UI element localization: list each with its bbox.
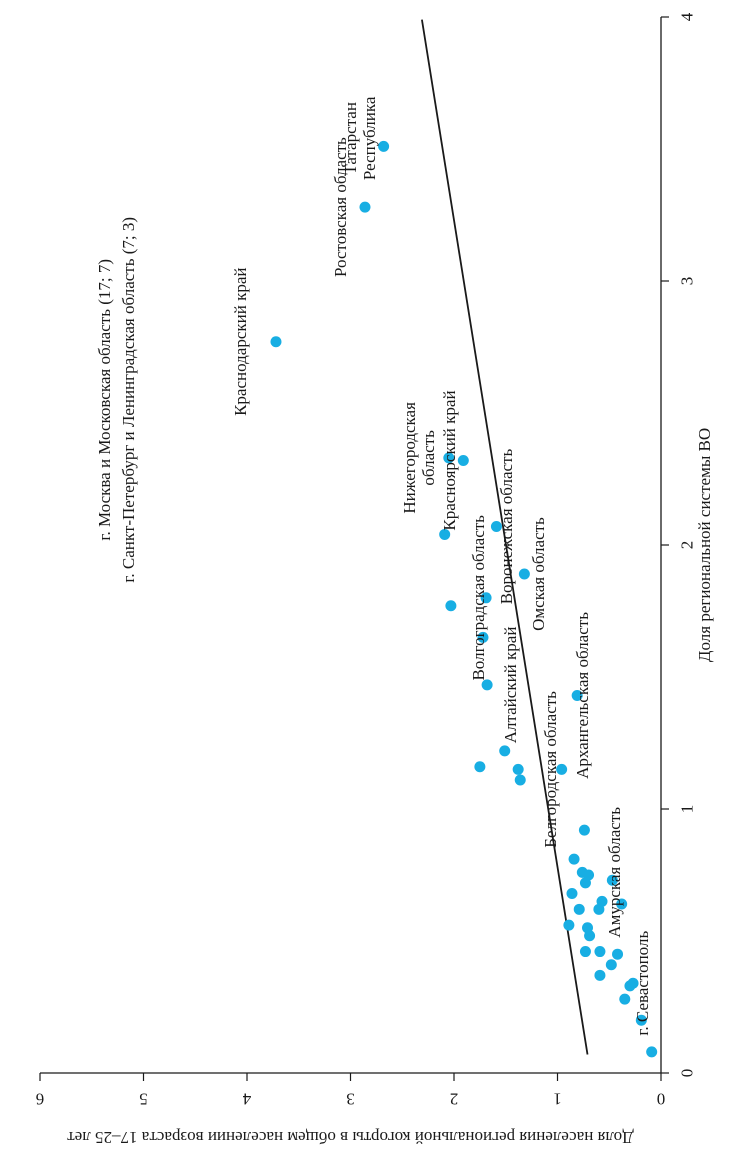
x-axis-label: Доля региональной системы ВО	[695, 428, 714, 662]
point-label: Волгоградская область	[469, 515, 488, 681]
data-point	[605, 959, 617, 971]
axes: 0 1 2 3 4 0 1 2 3 4 5 6	[36, 12, 697, 1108]
x-tick-label: 1	[678, 805, 697, 814]
y-tick-label: 5	[139, 1090, 148, 1109]
point-label-line: Нижегородская	[400, 402, 419, 514]
data-point	[512, 763, 524, 775]
offscale-note: г. Москва и Московская область (17; 7)	[95, 259, 114, 541]
data-point	[477, 631, 489, 643]
offscale-notes: г. Москва и Московская область (17; 7) г.…	[95, 217, 138, 583]
point-label-line: Республика	[360, 96, 379, 180]
point-label: Белгородская область	[541, 691, 560, 848]
data-point	[593, 903, 605, 915]
y-tick-label: 2	[450, 1090, 459, 1109]
x-tick-label: 0	[678, 1069, 697, 1078]
y-tick-label: 4	[242, 1090, 251, 1109]
data-point	[481, 679, 493, 691]
data-point	[518, 568, 530, 580]
data-point	[579, 946, 591, 958]
data-point	[584, 930, 596, 942]
point-label-line: область	[419, 430, 438, 486]
y-tick-label: 6	[36, 1090, 45, 1109]
data-point	[445, 600, 457, 612]
data-points	[270, 140, 658, 1058]
data-point	[594, 969, 606, 981]
data-point	[566, 887, 578, 899]
data-point	[359, 201, 371, 213]
data-point	[571, 689, 583, 701]
data-point	[573, 903, 585, 915]
data-point	[619, 993, 631, 1005]
data-point	[457, 455, 469, 467]
point-label: Краснодарский край	[231, 268, 250, 416]
data-point	[594, 946, 606, 958]
data-point	[514, 774, 526, 786]
point-label: Алтайский край	[501, 627, 520, 744]
offscale-note: г. Санкт-Петербург и Ленинградская облас…	[119, 217, 138, 583]
point-label: Нижегородскаяобласть	[400, 402, 438, 514]
data-point	[499, 745, 511, 757]
trend-line	[421, 19, 589, 1055]
x-tick-label: 3	[678, 277, 697, 286]
point-label: РеспубликаТатарстан	[341, 96, 379, 180]
data-point	[443, 452, 455, 464]
x-tick-label: 4	[678, 12, 697, 21]
data-point	[606, 874, 618, 886]
y-axis-label: Доля населения региональной когорты в об…	[67, 1128, 634, 1147]
data-point	[378, 140, 390, 152]
data-point	[624, 980, 636, 992]
data-point	[579, 877, 591, 889]
point-label: Красноярский край	[440, 390, 459, 530]
data-point	[578, 824, 590, 836]
trend-line-group	[421, 19, 589, 1055]
data-point	[480, 592, 492, 604]
point-label: Воронежская область	[497, 448, 516, 604]
point-label: г. Севастополь	[633, 931, 652, 1036]
point-label: Архангельская область	[573, 612, 592, 779]
y-tick-label: 0	[657, 1090, 666, 1109]
y-tick-label: 3	[346, 1090, 355, 1109]
point-label-line: Татарстан	[341, 102, 360, 175]
data-point	[646, 1046, 658, 1058]
data-point	[563, 919, 575, 931]
data-point	[474, 761, 486, 773]
x-tick-label: 2	[678, 541, 697, 550]
y-tick-label: 1	[553, 1090, 562, 1109]
data-point	[439, 528, 451, 540]
data-point	[616, 898, 628, 910]
point-label: Амурская область	[605, 807, 624, 938]
data-point	[556, 763, 568, 775]
point-label: Омская область	[529, 517, 548, 631]
data-point	[568, 853, 580, 865]
point-label: Ростовская область	[331, 137, 350, 277]
data-point	[612, 948, 624, 960]
data-point	[270, 336, 282, 348]
data-point	[490, 521, 502, 533]
data-point	[635, 1014, 647, 1026]
